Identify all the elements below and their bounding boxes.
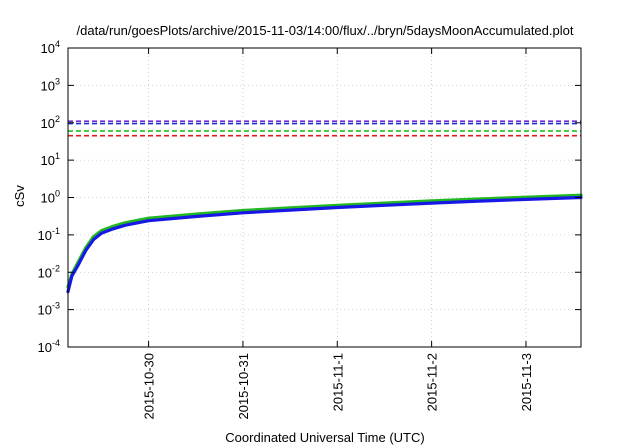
y-tick-label: 104 — [41, 39, 60, 56]
y-tick-label: 101 — [41, 151, 60, 168]
y-tick-label: 102 — [41, 114, 60, 131]
y-tick-label: 10-3 — [38, 301, 60, 318]
x-tick-label: 2015-10-31 — [236, 353, 251, 420]
x-ticks: 2015-10-30 2015-10-31 2015-11-1 2015-11-2 20… — [142, 48, 534, 420]
y-tick-label: 10-1 — [38, 226, 60, 243]
y-tick-label: 103 — [41, 76, 60, 93]
x-tick-label: 2015-11-3 — [519, 353, 534, 411]
series-lines — [66, 193, 583, 294]
x-axis-label: Coordinated Universal Time (UTC) — [225, 430, 424, 445]
y-ticks: 10-4 10-3 10-2 10-1 100 101 102 103 104 — [38, 39, 581, 355]
x-tick-label: 2015-10-30 — [142, 353, 157, 420]
x-tick-label: 2015-11-1 — [330, 353, 345, 411]
reference-lines — [68, 120, 581, 137]
chart-title: /data/run/goesPlots/archive/2015-11-03/1… — [77, 23, 574, 38]
series-line — [66, 195, 583, 294]
y-tick-label: 100 — [41, 189, 60, 206]
x-tick-label: 2015-11-2 — [425, 353, 440, 411]
y-tick-label: 10-2 — [38, 263, 60, 280]
y-tick-label: 10-4 — [38, 338, 60, 355]
y-axis-label: cSv — [12, 185, 27, 207]
